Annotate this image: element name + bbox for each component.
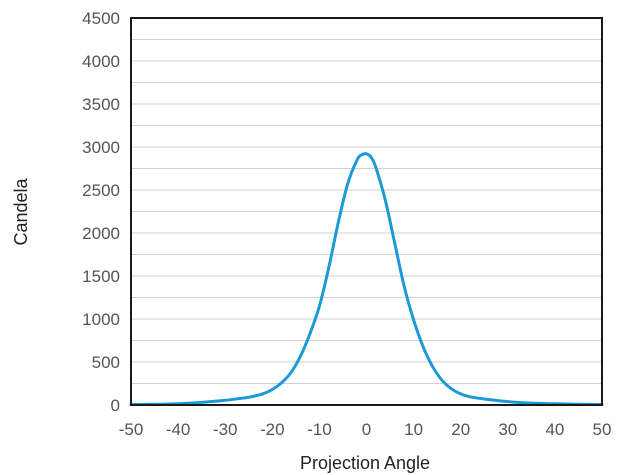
x-tick-label: 50 bbox=[593, 420, 612, 439]
x-tick-label: -50 bbox=[119, 420, 144, 439]
y-tick-label: 4500 bbox=[82, 9, 120, 28]
y-axis-ticks: 0 500 1000 1500 2000 2500 3000 3500 4000 4500 bbox=[82, 9, 120, 415]
y-tick-label: 2000 bbox=[82, 224, 120, 243]
y-tick-label: 3500 bbox=[82, 95, 120, 114]
y-axis-title: Candela bbox=[11, 177, 31, 245]
y-tick-label: 0 bbox=[111, 396, 120, 415]
x-tick-label: -20 bbox=[260, 420, 285, 439]
x-tick-label: 40 bbox=[545, 420, 564, 439]
x-tick-label: -10 bbox=[307, 420, 332, 439]
x-tick-label: 30 bbox=[498, 420, 517, 439]
y-tick-label: 4000 bbox=[82, 52, 120, 71]
series-line bbox=[129, 152, 604, 407]
y-tick-label: 1500 bbox=[82, 267, 120, 286]
plot-frame bbox=[130, 17, 603, 406]
y-tick-label: 500 bbox=[92, 353, 120, 372]
x-axis-title: Projection Angle bbox=[300, 453, 430, 473]
x-tick-label: -30 bbox=[213, 420, 238, 439]
x-tick-label: 0 bbox=[362, 420, 371, 439]
y-tick-label: 2500 bbox=[82, 181, 120, 200]
x-tick-label: -40 bbox=[166, 420, 191, 439]
y-tick-label: 1000 bbox=[82, 310, 120, 329]
x-axis-ticks: -50 -40 -30 -20 -10 0 10 20 30 40 50 bbox=[119, 420, 612, 439]
grid-lines bbox=[131, 39, 602, 384]
y-tick-label: 3000 bbox=[82, 138, 120, 157]
x-tick-label: 20 bbox=[451, 420, 470, 439]
x-tick-label: 10 bbox=[404, 420, 423, 439]
